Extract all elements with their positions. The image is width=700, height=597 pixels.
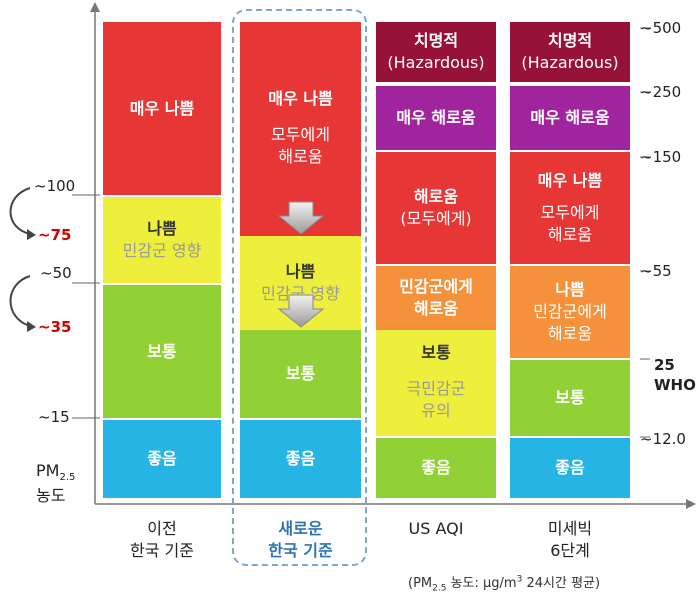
us-moderate-sub2: 유의 xyxy=(421,401,451,420)
col-prev-label: 이전 한국 기준 xyxy=(103,518,221,562)
new-very-bad-label: 매우 나쁨 xyxy=(268,89,333,108)
footnote-sub: 2.5 xyxy=(432,583,447,594)
tick-250: ~250 xyxy=(640,83,682,101)
footnote-sup: 3 xyxy=(516,574,523,585)
pm6-hazard-label: 치명적 xyxy=(547,31,593,50)
footnote: (PM2.5 농도: μg/m3 24시간 평균) xyxy=(408,572,600,594)
us-moderate-sub1: 극민감군 xyxy=(406,379,466,398)
tick-50: ~50 xyxy=(40,264,72,282)
pm6-hazard-en: (Hazardous) xyxy=(521,53,619,72)
new-very-bad-sub2: 해로움 xyxy=(278,147,323,166)
tick-75: ~75 xyxy=(38,226,72,244)
tick-25: 25 xyxy=(654,356,675,374)
us-very-unhealthy-block: 매우 해로움 xyxy=(376,86,496,150)
prev-bad-block: 나쁨 민감군 영향 xyxy=(103,197,221,283)
col-new-label: 새로운 한국 기준 xyxy=(240,518,361,562)
tick-500: ~500 xyxy=(640,19,682,37)
pm6-very-bad-sub2: 해로움 xyxy=(547,225,593,244)
pm6-bad-sub2: 해로움 xyxy=(547,324,593,343)
new-good-block: 좋음 xyxy=(240,420,361,498)
new-normal-block: 보통 xyxy=(240,330,361,418)
us-sensitive-label2: 해로움 xyxy=(413,299,459,318)
prev-normal-block: 보통 xyxy=(103,285,221,418)
prev-very-bad-block: 매우 나쁨 xyxy=(103,22,221,195)
col-pm6-line2: 6단계 xyxy=(550,541,590,560)
new-bad-label: 나쁨 xyxy=(285,262,316,281)
pm6-very-bad-block: 매우 나쁨 모두에게 해로움 xyxy=(510,152,630,264)
us-unhealthy-label: 해로움 xyxy=(413,187,459,206)
new-very-bad-sub1: 모두에게 xyxy=(271,125,330,144)
pm6-good-block: 좋음 xyxy=(510,438,630,498)
pm6-very-unhealthy-block: 매우 해로움 xyxy=(510,86,630,150)
axis-title-sub: 2.5 xyxy=(59,472,76,484)
col-us-line1: US AQI xyxy=(408,519,464,538)
prev-bad-sub: 민감군 영향 xyxy=(122,241,202,260)
us-very-unhealthy-label: 매우 해로움 xyxy=(396,108,476,127)
tick-15: ~15 xyxy=(38,408,70,426)
axis-title-pm: PM xyxy=(36,461,60,480)
new-normal-label: 보통 xyxy=(285,364,316,383)
new-good-label: 좋음 xyxy=(285,449,316,468)
footnote-post: 24시간 평균) xyxy=(522,576,601,591)
new-bad-sub: 민감군 영향 xyxy=(261,284,340,303)
pm6-very-bad-label: 매우 나쁨 xyxy=(537,171,603,190)
us-hazard-block: 치명적 (Hazardous) xyxy=(376,22,496,82)
pm6-good-label: 좋음 xyxy=(555,458,585,477)
us-moderate-label: 보통 xyxy=(421,343,451,362)
axis-title-line2: 농도 xyxy=(36,486,66,506)
down-arrow-icon xyxy=(277,201,325,235)
pm6-bad-label: 나쁨 xyxy=(555,280,585,299)
new-standard-highlight xyxy=(232,9,367,566)
pm6-very-bad-sub1: 모두에게 xyxy=(540,203,600,222)
us-unhealthy-sub: (모두에게) xyxy=(400,209,472,228)
pm6-bad-sub1: 민감군에게 xyxy=(533,302,607,321)
pm6-normal-label: 보통 xyxy=(555,388,585,407)
footnote-mid: 농도: μg/m xyxy=(446,576,517,591)
us-hazard-en: (Hazardous) xyxy=(387,53,485,72)
tick-100: ~100 xyxy=(34,177,76,195)
us-unhealthy-block: 해로움 (모두에게) xyxy=(376,152,496,264)
pm6-hazard-block: 치명적 (Hazardous) xyxy=(510,22,630,82)
tick-who: WHO xyxy=(654,376,696,394)
prev-good-label: 좋음 xyxy=(147,449,177,468)
us-good-label: 좋음 xyxy=(421,458,451,477)
us-moderate-block: 보통 극민감군 유의 xyxy=(376,330,496,436)
col-new-line1: 새로운 xyxy=(278,519,323,538)
us-sensitive-block: 민감군에게 해로움 xyxy=(376,266,496,330)
footnote-pre: (PM xyxy=(408,576,433,591)
pm6-normal-block: 보통 xyxy=(510,360,630,436)
prev-bad-label: 나쁨 xyxy=(147,219,177,238)
tick-12: ~12.0 xyxy=(640,430,686,448)
col-pm6-label: 미세빅 6단계 xyxy=(510,518,630,562)
col-prev-line1: 이전 xyxy=(147,519,177,538)
prev-very-bad-label: 매우 나쁨 xyxy=(129,98,195,118)
tick-55: ~55 xyxy=(640,262,672,280)
tick-150: ~150 xyxy=(640,148,682,166)
us-good-block: 좋음 xyxy=(376,438,496,498)
tick-35: ~35 xyxy=(38,318,72,336)
us-sensitive-label1: 민감군에게 xyxy=(399,277,473,296)
col-pm6-line1: 미세빅 xyxy=(547,519,593,538)
col-us-label: US AQI xyxy=(376,518,496,540)
prev-normal-label: 보통 xyxy=(147,341,177,361)
us-hazard-label: 치명적 xyxy=(413,31,459,50)
col-new-line2: 한국 기준 xyxy=(268,541,333,560)
down-arrow-icon xyxy=(277,294,325,328)
axis-title: PM2.5 농도 xyxy=(36,462,75,505)
pm6-very-unhealthy-label: 매우 해로움 xyxy=(530,108,610,127)
col-prev-line2: 한국 기준 xyxy=(130,541,194,560)
pm6-bad-block: 나쁨 민감군에게 해로움 xyxy=(510,266,630,358)
prev-good-block: 좋음 xyxy=(103,420,221,498)
